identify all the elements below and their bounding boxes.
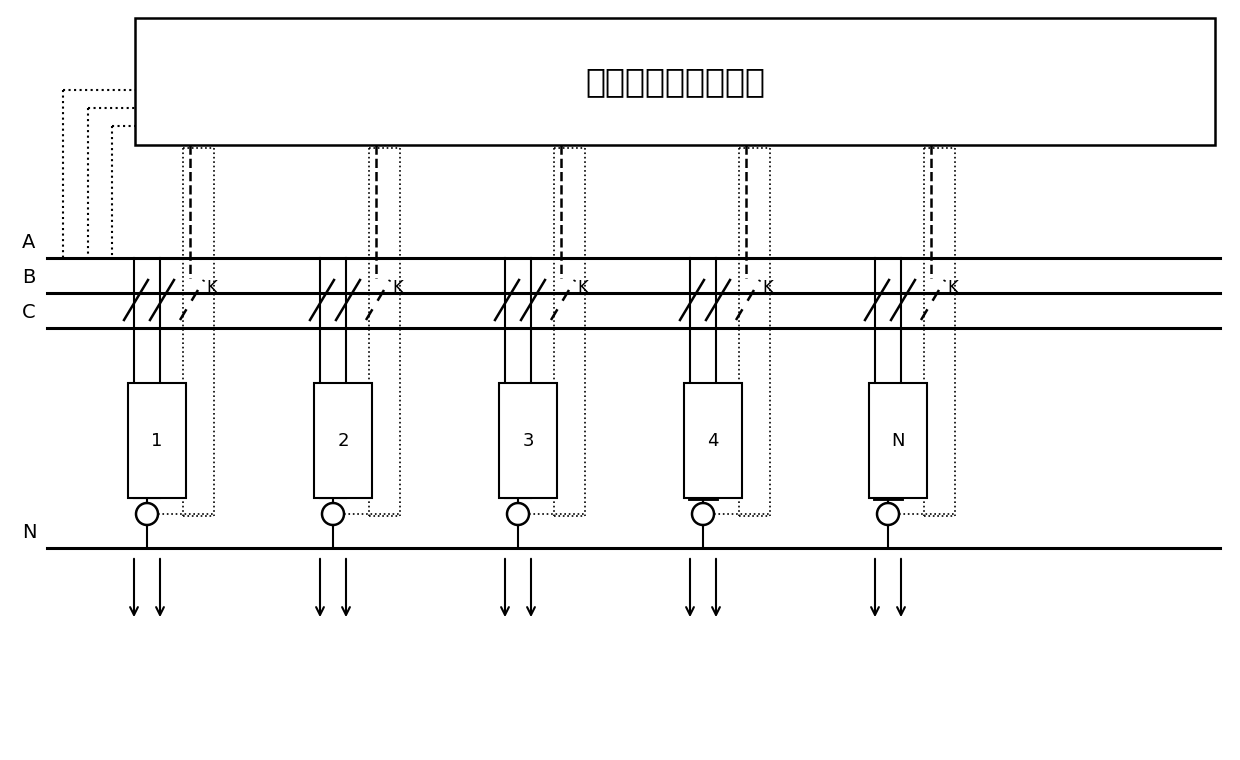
Text: N: N [22,523,36,542]
Text: N: N [892,432,905,449]
Bar [869,383,928,498]
Text: K: K [763,279,773,297]
Text: A: A [22,233,36,252]
Bar [314,383,372,498]
Text: B: B [22,268,36,287]
Bar [684,383,742,498]
Text: 2: 2 [337,432,348,449]
Bar [498,383,557,498]
Text: 电源选通开关控制器: 电源选通开关控制器 [585,65,765,98]
Text: 1: 1 [151,432,162,449]
Bar [128,383,186,498]
Text: C: C [22,303,36,322]
Text: K: K [577,279,588,297]
Bar [135,18,1215,145]
Text: K: K [206,279,217,297]
Text: K: K [947,279,957,297]
Text: 4: 4 [707,432,719,449]
Text: 3: 3 [522,432,533,449]
Text: K: K [392,279,403,297]
